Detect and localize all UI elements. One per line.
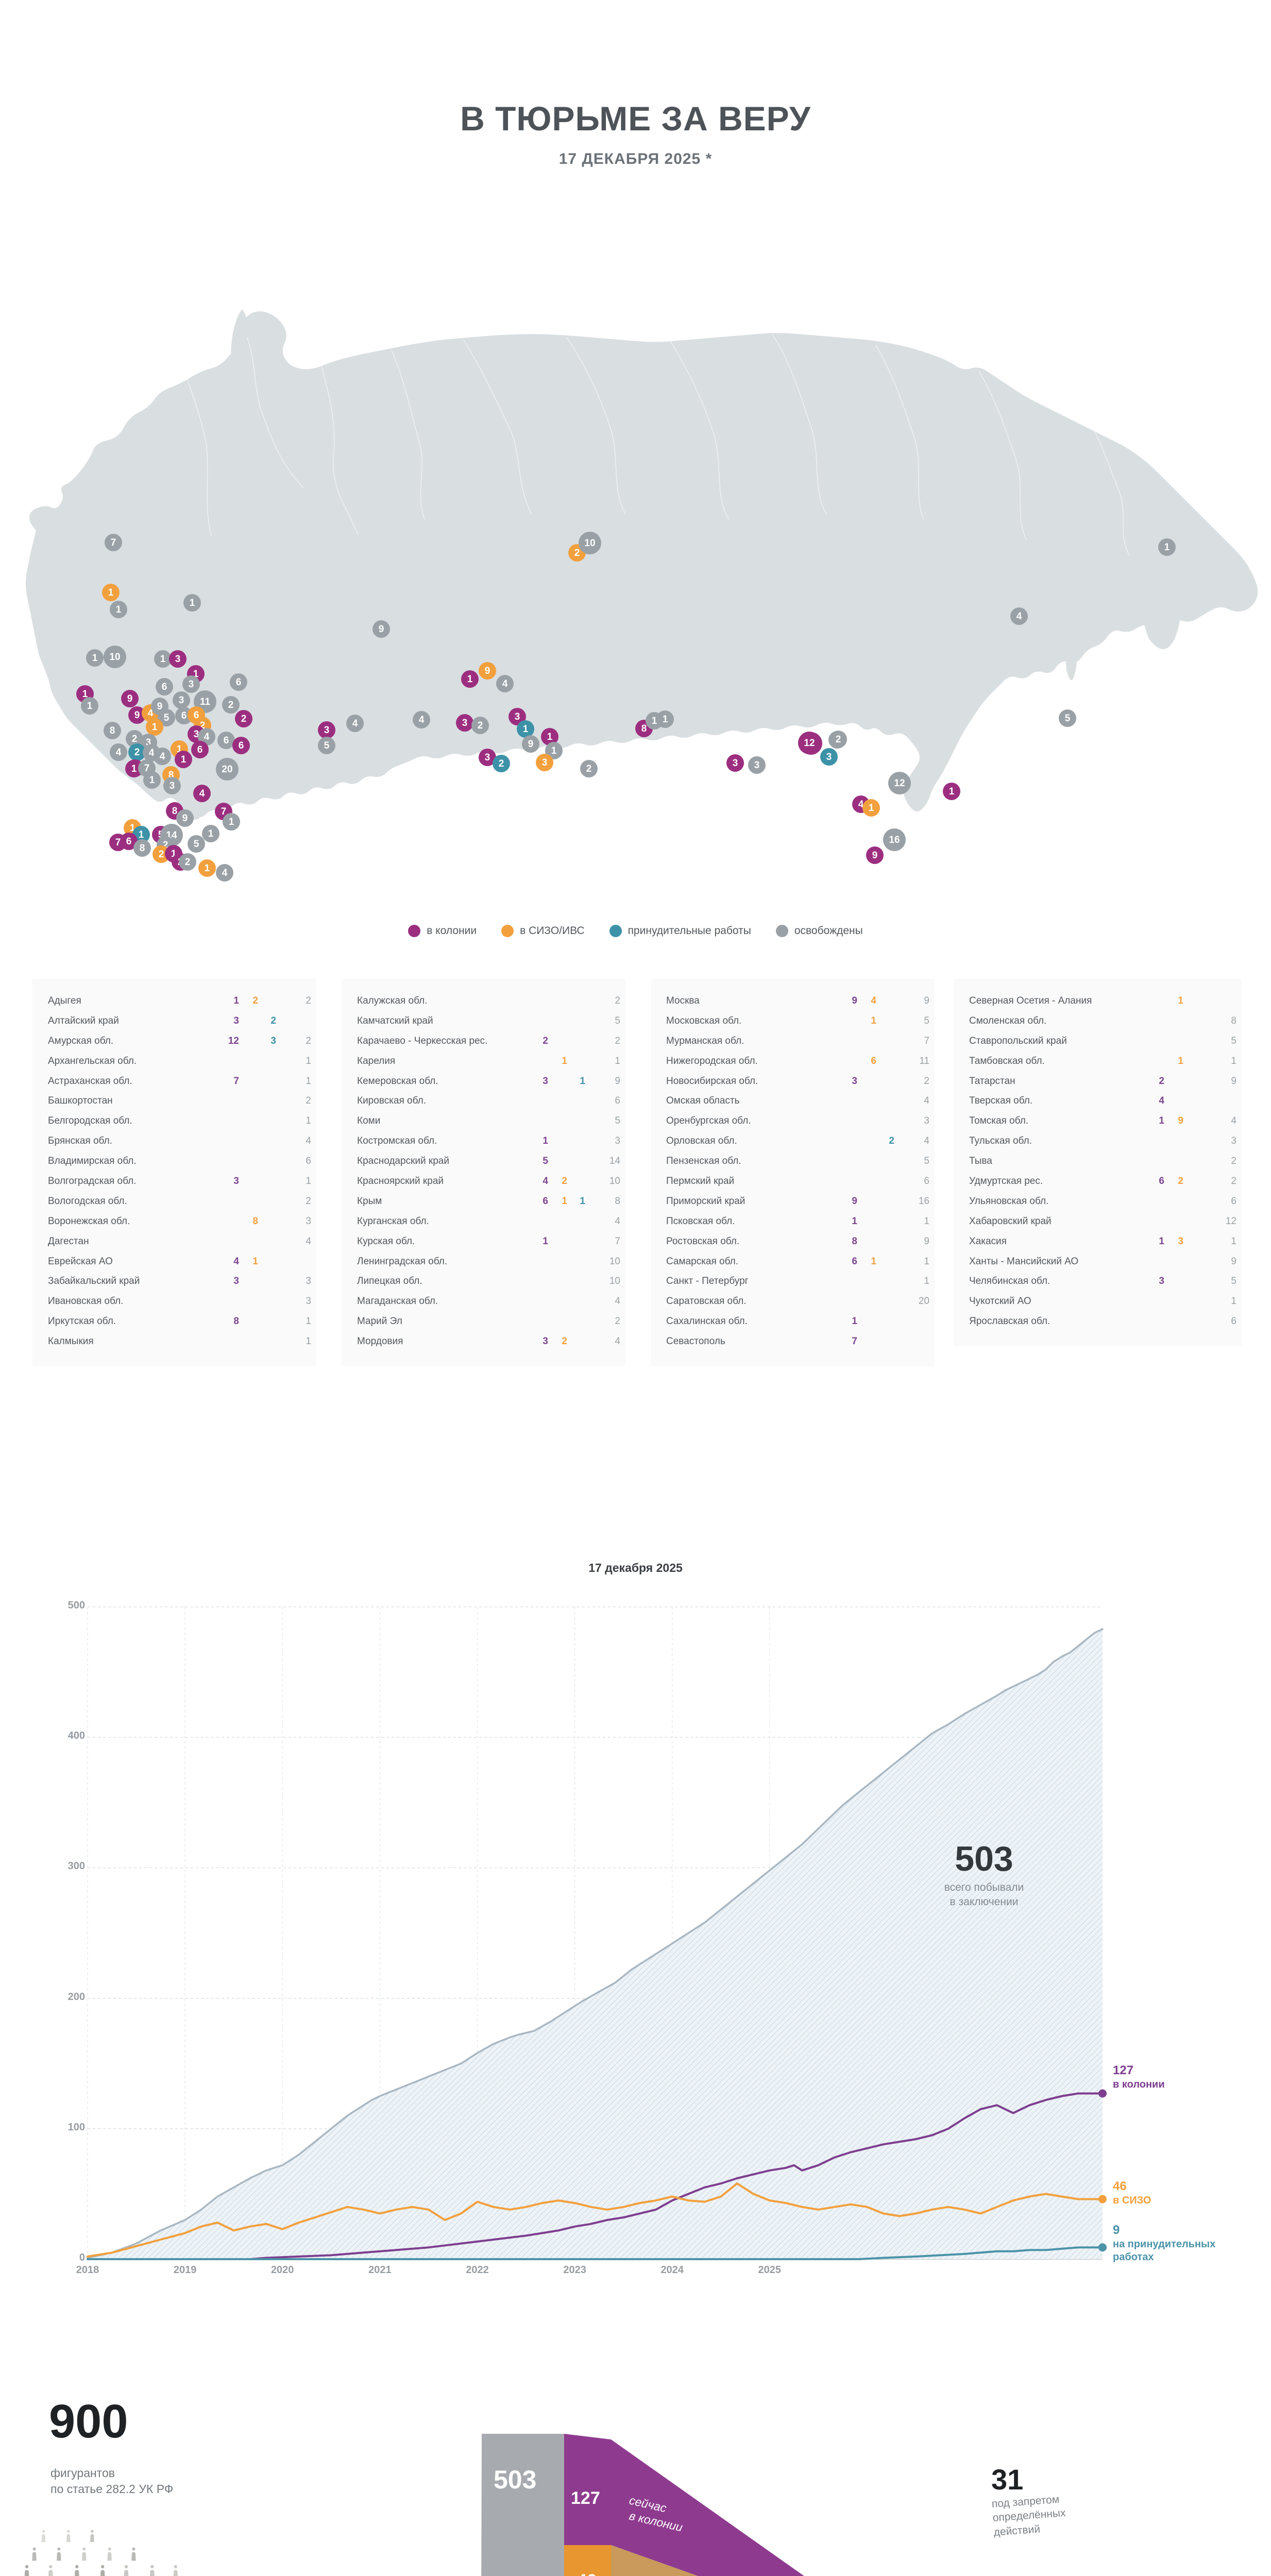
svg-text:46: 46 <box>577 2571 597 2576</box>
svg-text:503: 503 <box>494 2465 536 2494</box>
svg-text:127: 127 <box>571 2488 600 2508</box>
